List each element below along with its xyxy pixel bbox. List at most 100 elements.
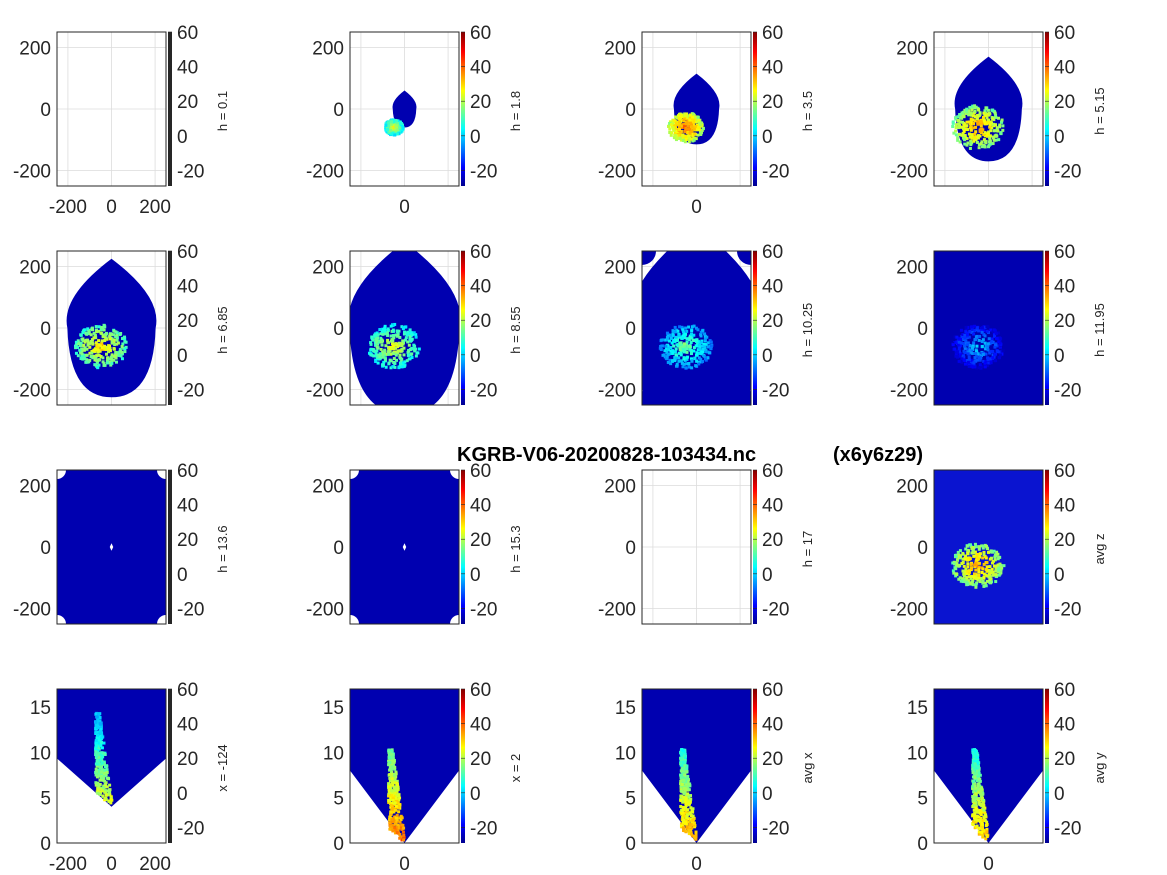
echo-pixel bbox=[97, 343, 101, 347]
coverage-lobe bbox=[642, 251, 656, 265]
echo-pixel bbox=[680, 782, 684, 786]
echo-pixel bbox=[984, 359, 988, 363]
echo-pixel bbox=[386, 338, 390, 342]
echo-pixel bbox=[398, 825, 402, 829]
echo-pixel bbox=[972, 808, 976, 812]
colorbar-tick-label: 60 bbox=[1054, 242, 1075, 263]
axes-frame bbox=[56, 250, 167, 406]
y-tick-label: 5 bbox=[40, 789, 51, 810]
echo-pixel bbox=[393, 322, 397, 326]
y-tick-label: 0 bbox=[40, 100, 51, 121]
x-tick-label: 0 bbox=[691, 854, 702, 875]
echo-pixel bbox=[686, 787, 690, 791]
echo-pixel bbox=[105, 352, 109, 356]
echo-pixel bbox=[391, 754, 395, 758]
echo-pixel bbox=[988, 580, 992, 584]
echo-pixel bbox=[672, 136, 676, 140]
echo-pixel bbox=[387, 348, 391, 352]
echo-pixel bbox=[689, 829, 693, 833]
echo-pixel bbox=[969, 544, 973, 548]
y-tick-label: 5 bbox=[917, 789, 928, 810]
echo-pixel bbox=[390, 790, 394, 794]
echo-pixel bbox=[975, 564, 979, 568]
echo-pixel bbox=[100, 346, 104, 350]
echo-pixel bbox=[690, 332, 694, 336]
echo-pixel bbox=[390, 338, 394, 342]
colorbar-tick-label: 0 bbox=[177, 565, 188, 586]
echo-pixel bbox=[677, 114, 681, 118]
echo-pixel bbox=[682, 122, 686, 126]
echo-pixel bbox=[671, 126, 675, 130]
echo-pixel bbox=[960, 357, 964, 361]
echo-pixel bbox=[991, 573, 995, 577]
echo-pixel bbox=[408, 334, 412, 338]
colorbar bbox=[1045, 689, 1049, 843]
echo-pixel bbox=[78, 348, 82, 352]
echo-pixel bbox=[963, 336, 967, 340]
echo-pixel bbox=[681, 139, 685, 143]
echo-pixel bbox=[103, 753, 107, 757]
colorbar-tick-label: 60 bbox=[470, 23, 491, 44]
echo-pixel bbox=[687, 135, 691, 139]
echo-pixel bbox=[975, 789, 979, 793]
echo-pixel bbox=[986, 357, 990, 361]
echo-pixel bbox=[413, 344, 417, 348]
echo-pixel bbox=[94, 328, 98, 332]
echo-pixel bbox=[397, 805, 401, 809]
echo-pixel bbox=[965, 580, 969, 584]
echo-pixel bbox=[679, 138, 683, 142]
echo-pixel bbox=[384, 344, 388, 348]
echo-pixel bbox=[682, 362, 686, 366]
echo-pixel bbox=[966, 128, 970, 132]
echo-pixel bbox=[971, 549, 975, 553]
echo-pixel bbox=[92, 336, 96, 340]
echo-pixel bbox=[976, 763, 980, 767]
echo-pixel bbox=[963, 344, 967, 348]
echo-pixel bbox=[685, 342, 689, 346]
echo-pixel bbox=[973, 818, 977, 822]
echo-pixel bbox=[685, 117, 689, 121]
colorbar-tick-label: 0 bbox=[177, 346, 188, 367]
echo-pixel bbox=[110, 341, 114, 345]
echo-pixel bbox=[108, 783, 112, 787]
echo-pixel bbox=[677, 356, 681, 360]
echo-pixel bbox=[700, 339, 704, 343]
echo-pixel bbox=[689, 832, 693, 836]
echo-pixel bbox=[694, 326, 698, 330]
echo-pixel bbox=[383, 329, 387, 333]
echo-pixel bbox=[972, 328, 976, 332]
echo-pixel bbox=[682, 767, 686, 771]
echo-pixel bbox=[967, 358, 971, 362]
colorbar-tick-label: -20 bbox=[1054, 380, 1081, 401]
echo-pixel bbox=[998, 341, 1002, 345]
echo-pixel bbox=[378, 357, 382, 361]
echo-pixel bbox=[993, 129, 997, 133]
colorbar bbox=[168, 251, 172, 405]
echo-pixel bbox=[400, 827, 404, 831]
echo-pixel bbox=[697, 343, 701, 347]
echo-pixel bbox=[398, 796, 402, 800]
echo-pixel bbox=[104, 796, 108, 800]
echo-pixel bbox=[975, 116, 979, 120]
echo-pixel bbox=[986, 108, 990, 112]
echo-pixel bbox=[983, 819, 987, 823]
echo-pixel bbox=[974, 105, 978, 109]
echo-pixel bbox=[972, 804, 976, 808]
echo-pixel bbox=[407, 349, 411, 353]
echo-pixel bbox=[956, 343, 960, 347]
echo-pixel bbox=[395, 831, 399, 835]
echo-pixel bbox=[980, 788, 984, 792]
echo-pixel bbox=[680, 762, 684, 766]
colorbar-tick-label: 20 bbox=[177, 530, 198, 551]
echo-pixel bbox=[983, 831, 987, 835]
echo-pixel bbox=[95, 733, 99, 737]
echo-pixel bbox=[107, 799, 111, 803]
echo-pixel bbox=[694, 830, 698, 834]
echo-pixel bbox=[692, 333, 696, 337]
echo-pixel bbox=[698, 122, 702, 126]
echo-pixel bbox=[369, 342, 373, 346]
echo-pixel bbox=[961, 551, 965, 555]
echo-pixel bbox=[388, 129, 392, 133]
echo-pixel bbox=[985, 569, 989, 573]
